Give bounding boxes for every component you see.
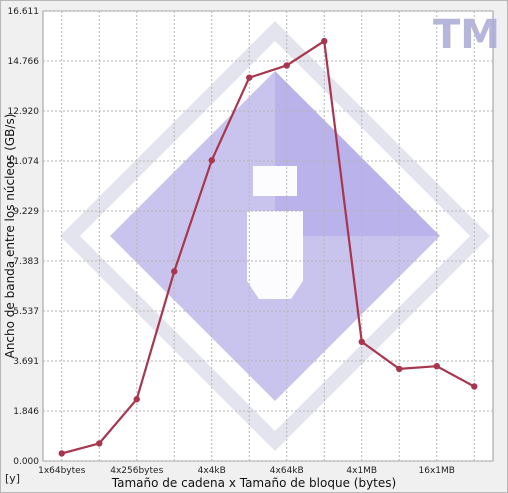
y-tick-label: 16.611	[8, 7, 40, 17]
x-tick-label: 1x64bytes	[38, 466, 86, 476]
watermark-text: TM	[433, 12, 500, 58]
grid-lines	[43, 10, 493, 462]
data-point	[433, 362, 440, 370]
y-tick-label: 9.229	[13, 207, 39, 217]
series-line	[61, 39, 475, 455]
data-point	[396, 365, 403, 373]
data-point	[208, 157, 215, 164]
x-tick-label: 16x1MB	[419, 466, 455, 476]
x-tick-label: 4x256bytes	[110, 466, 163, 476]
watermark-diamond-shade	[275, 71, 440, 236]
data-point	[283, 62, 290, 69]
data-point	[58, 450, 65, 457]
data-point	[246, 74, 253, 81]
x-tick-labels: 1x64bytes 4x256bytes 4x4kB 4x64kB 4x1MB 16x1M…	[38, 466, 455, 476]
y-tick-label: 7.383	[13, 257, 39, 267]
data-point	[358, 338, 365, 346]
y-tick-label: 14.766	[8, 57, 40, 67]
y-tick-label: 0.000	[13, 457, 39, 467]
data-point	[471, 383, 478, 390]
y-tick-label: 5.537	[13, 307, 39, 317]
y-tick-label: 11.074	[8, 157, 40, 167]
y-tick-label: 12.920	[8, 107, 40, 117]
watermark-info-glyph	[247, 166, 303, 299]
data-point	[171, 268, 178, 275]
watermark-logo: TM	[60, 12, 500, 451]
y-tick-label: 3.691	[13, 357, 39, 367]
data-point	[321, 37, 328, 45]
y-axis-title: Ancho de banda entre los núcleos (GB/s)	[3, 114, 17, 359]
data-point	[133, 396, 140, 403]
x-tick-label: 4x1MB	[346, 466, 377, 476]
series	[58, 37, 478, 457]
x-tick-label: 4x64kB	[270, 466, 304, 476]
corner-label: [y]	[5, 472, 20, 485]
x-tick-label: 4x4kB	[198, 466, 226, 476]
x-axis-title: Tamaño de cadena x Tamaño de bloque (byt…	[111, 476, 396, 490]
data-point	[96, 440, 103, 447]
y-tick-labels: 0.000 1.846 3.691 5.537 7.383 9.229 11.074 12.9…	[8, 7, 40, 467]
y-tick-label: 1.846	[13, 407, 39, 417]
